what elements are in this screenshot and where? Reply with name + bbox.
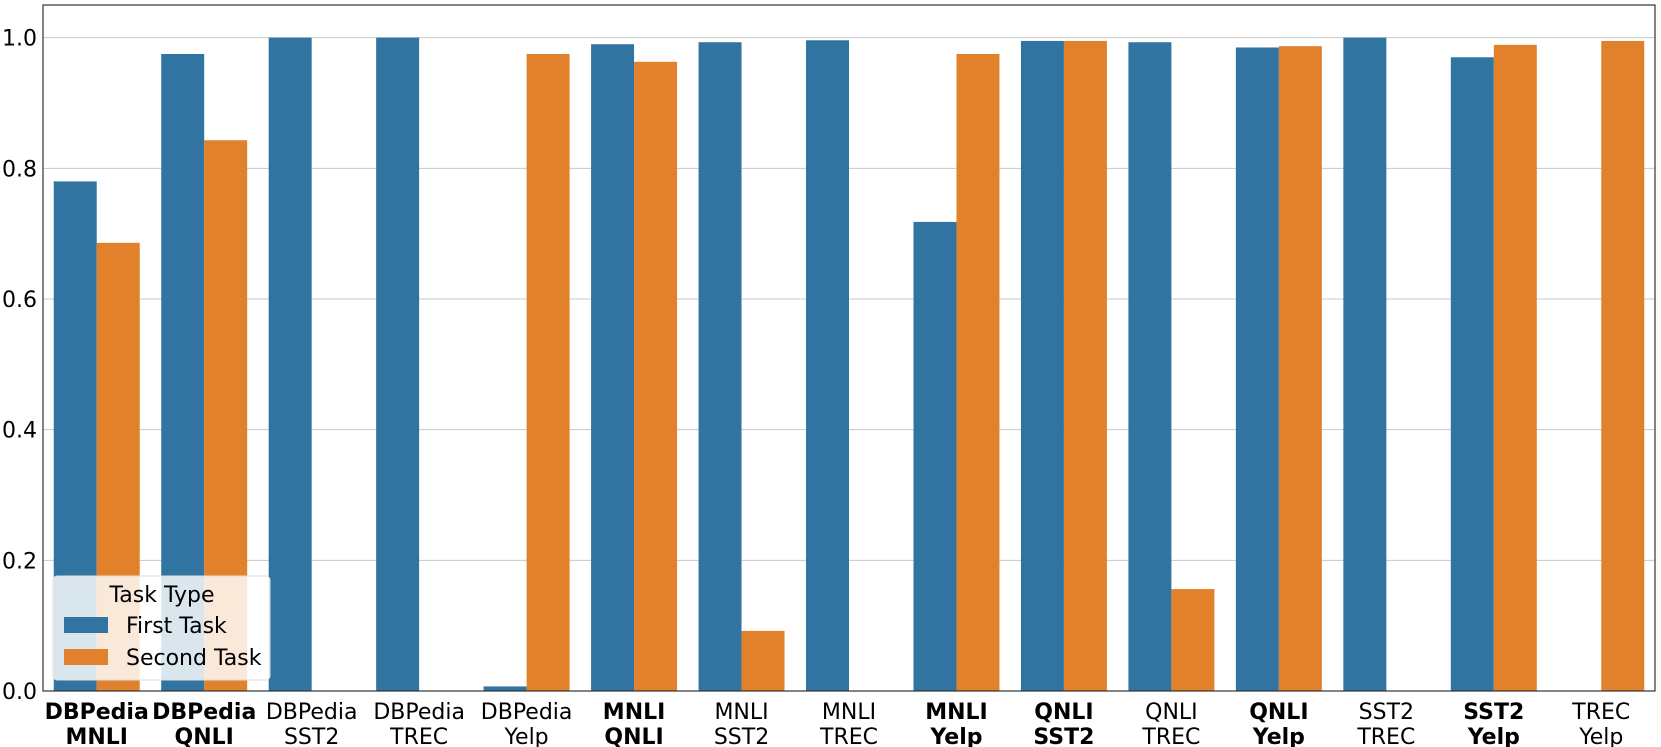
legend-swatch-second-task [64, 649, 108, 665]
x-tick-label: QNLI TREC [1141, 700, 1200, 747]
legend-swatch-first-task [64, 617, 108, 633]
bar-first-task [268, 37, 312, 691]
x-tick-label: MNLI SST2 [714, 700, 769, 747]
x-tick-label: DBPedia TREC [373, 700, 465, 747]
bar-first-task [913, 221, 957, 691]
y-tick-label: 0.4 [2, 419, 37, 444]
bar-first-task [698, 42, 742, 692]
y-tick-label: 0.2 [2, 549, 37, 574]
bar-second-task [956, 54, 1000, 691]
bar-second-task [1063, 40, 1107, 691]
y-axis: 0.0 0.2 0.4 0.6 0.8 1.0 [2, 27, 37, 705]
y-tick-label: 0.8 [2, 157, 37, 182]
bar-first-task [376, 37, 420, 691]
legend-title: Task Type [108, 583, 214, 608]
x-tick-label: TREC Yelp [1571, 700, 1630, 747]
x-tick-label: DBPedia Yelp [481, 700, 573, 747]
bars [53, 37, 1645, 692]
y-tick-label: 1.0 [2, 27, 37, 52]
bar-second-task [1278, 46, 1322, 692]
x-tick-label: DBPedia MNLI [45, 700, 149, 747]
plot-frame [42, 4, 1656, 692]
bar-second-task [741, 630, 785, 691]
legend-label-second-task: Second Task [126, 646, 262, 671]
bar-first-task [1235, 47, 1279, 691]
bar-second-task [634, 61, 678, 691]
x-tick-label: SST2 Yelp [1463, 700, 1524, 747]
x-tick-label: MNLI TREC [819, 700, 878, 747]
x-tick-label: MNLI QNLI [603, 700, 666, 747]
bar-first-task [591, 44, 635, 691]
bar-second-task [1171, 589, 1215, 691]
x-tick-label: DBPedia SST2 [266, 700, 358, 747]
x-tick-label: MNLI Yelp [925, 700, 988, 747]
x-tick-label: DBPedia QNLI [152, 700, 256, 747]
bar-first-task [1128, 42, 1172, 692]
y-tick-label: 0.6 [2, 288, 37, 313]
legend-label-first-task: First Task [126, 614, 227, 639]
bar-first-task [1020, 40, 1064, 691]
bar-second-task [1601, 40, 1645, 691]
x-tick-label: QNLI SST2 [1033, 700, 1094, 747]
bar-second-task [1493, 44, 1537, 691]
bar-first-task [1343, 37, 1387, 691]
x-tick-label: SST2 TREC [1356, 700, 1415, 747]
bar-first-task [806, 40, 849, 691]
legend: Task Type First Task Second Task [52, 575, 271, 681]
bar-second-task [526, 54, 570, 691]
bar-first-task [1450, 57, 1494, 692]
x-tick-label: QNLI Yelp [1249, 700, 1308, 747]
bar-first-task [483, 686, 527, 691]
y-tick-label: 0.0 [2, 680, 37, 705]
